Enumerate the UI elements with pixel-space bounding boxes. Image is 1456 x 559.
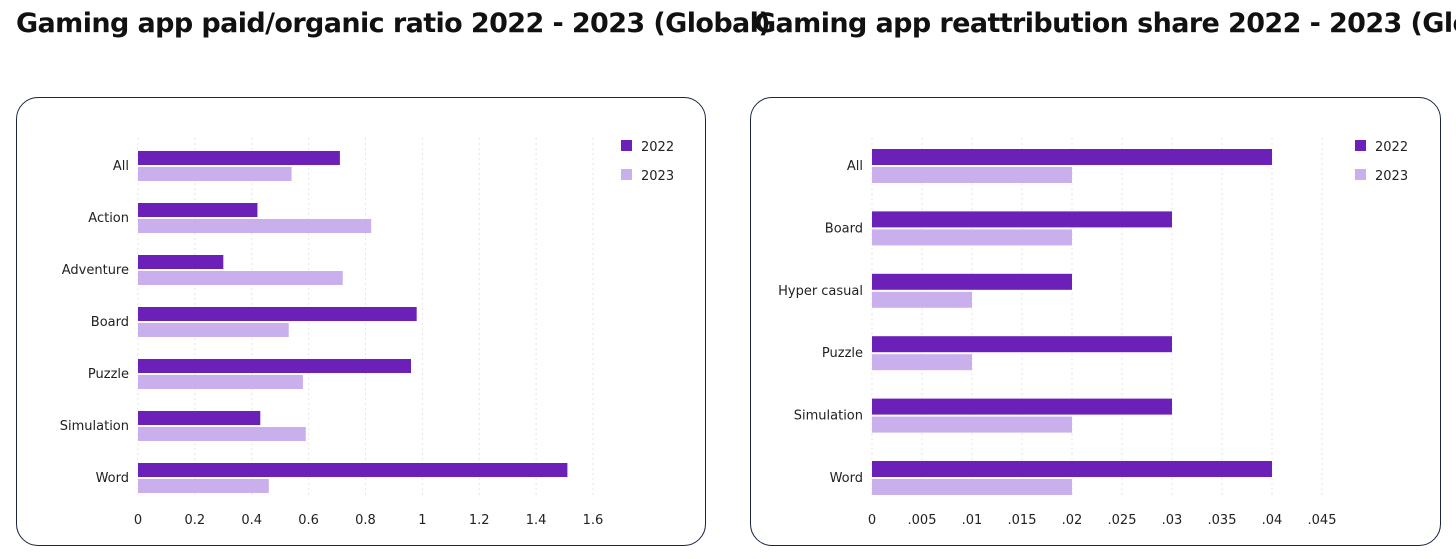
left-bar-2022-word bbox=[138, 463, 568, 477]
left-bar-2022-all bbox=[138, 151, 340, 165]
left-category-label: Board bbox=[91, 315, 129, 330]
right-x-tick-label: .04 bbox=[1262, 513, 1283, 528]
left-x-tick-label: 0 bbox=[134, 513, 142, 528]
left-x-tick-label: 1.6 bbox=[583, 513, 604, 528]
left-bar-2023-board bbox=[138, 323, 289, 337]
right-bar-2022-hyper-casual bbox=[872, 273, 1072, 290]
left-category-label: Simulation bbox=[60, 419, 129, 434]
left-legend-label-2022: 2022 bbox=[641, 140, 674, 155]
right-x-tick-label: .03 bbox=[1162, 513, 1183, 528]
left-bar-2022-puzzle bbox=[138, 359, 411, 373]
left-bar-2022-action bbox=[138, 203, 258, 217]
left-x-tick-label: 0.4 bbox=[241, 513, 262, 528]
right-x-tick-label: 0 bbox=[868, 513, 876, 528]
right-category-label: Simulation bbox=[794, 409, 863, 424]
right-legend-label-2023: 2023 bbox=[1375, 169, 1408, 184]
left-bar-2023-puzzle bbox=[138, 375, 303, 389]
left-legend-swatch-2022 bbox=[621, 140, 632, 151]
right-bar-2022-simulation bbox=[872, 398, 1172, 415]
right-bar-2023-all bbox=[872, 167, 1072, 183]
right-x-tick-label: .045 bbox=[1308, 513, 1337, 528]
right-x-tick-label: .005 bbox=[908, 513, 937, 528]
right-x-tick-label: .035 bbox=[1208, 513, 1237, 528]
left-x-tick-label: 1.4 bbox=[526, 513, 547, 528]
left-legend-label-2023: 2023 bbox=[641, 169, 674, 184]
right-bar-2023-simulation bbox=[872, 416, 1072, 433]
right-bar-2022-board bbox=[872, 211, 1172, 228]
left-bar-2023-action bbox=[138, 219, 372, 233]
left-x-tick-label: 0.6 bbox=[298, 513, 319, 528]
right-bar-2023-puzzle bbox=[872, 354, 972, 371]
left-bar-2023-all bbox=[138, 167, 292, 181]
right-category-label: Puzzle bbox=[822, 346, 863, 361]
right-x-tick-label: .025 bbox=[1108, 513, 1137, 528]
left-x-tick-label: 1 bbox=[418, 513, 426, 528]
left-chart-title: Gaming app paid/organic ratio 2022 - 202… bbox=[16, 8, 771, 39]
left-bar-2022-simulation bbox=[138, 411, 261, 425]
right-legend-label-2022: 2022 bbox=[1375, 140, 1408, 155]
right-category-label: Hyper casual bbox=[778, 284, 863, 299]
left-bar-2023-word bbox=[138, 479, 269, 493]
right-legend-swatch-2023 bbox=[1355, 169, 1366, 180]
left-category-label: Action bbox=[88, 211, 129, 226]
left-bar-2023-simulation bbox=[138, 427, 306, 441]
right-category-label: Word bbox=[830, 471, 863, 486]
left-x-tick-label: 0.8 bbox=[355, 513, 376, 528]
right-chart-title: Gaming app reattribution share 2022 - 20… bbox=[754, 8, 1456, 39]
left-category-label: Puzzle bbox=[88, 367, 129, 382]
right-category-label: All bbox=[847, 159, 863, 174]
left-bar-2022-adventure bbox=[138, 255, 224, 269]
left-bar-2023-adventure bbox=[138, 271, 343, 285]
left-category-label: Word bbox=[96, 471, 129, 486]
right-bar-2022-puzzle bbox=[872, 336, 1172, 353]
left-x-tick-label: 0.2 bbox=[185, 513, 206, 528]
right-legend-swatch-2022 bbox=[1355, 140, 1366, 151]
right-bar-2022-word bbox=[872, 461, 1272, 477]
left-x-tick-label: 1.2 bbox=[469, 513, 490, 528]
right-x-tick-label: .02 bbox=[1062, 513, 1083, 528]
right-bar-2022-all bbox=[872, 149, 1272, 165]
left-category-label: Adventure bbox=[62, 263, 129, 278]
left-legend-swatch-2023 bbox=[621, 169, 632, 180]
right-category-label: Board bbox=[825, 221, 863, 236]
right-x-tick-label: .01 bbox=[962, 513, 983, 528]
right-bar-2023-word bbox=[872, 479, 1072, 495]
right-bar-2023-hyper-casual bbox=[872, 291, 972, 308]
left-bar-2022-board bbox=[138, 307, 417, 321]
right-bar-2023-board bbox=[872, 229, 1072, 246]
left-category-label: All bbox=[113, 159, 129, 174]
right-x-tick-label: .015 bbox=[1008, 513, 1037, 528]
